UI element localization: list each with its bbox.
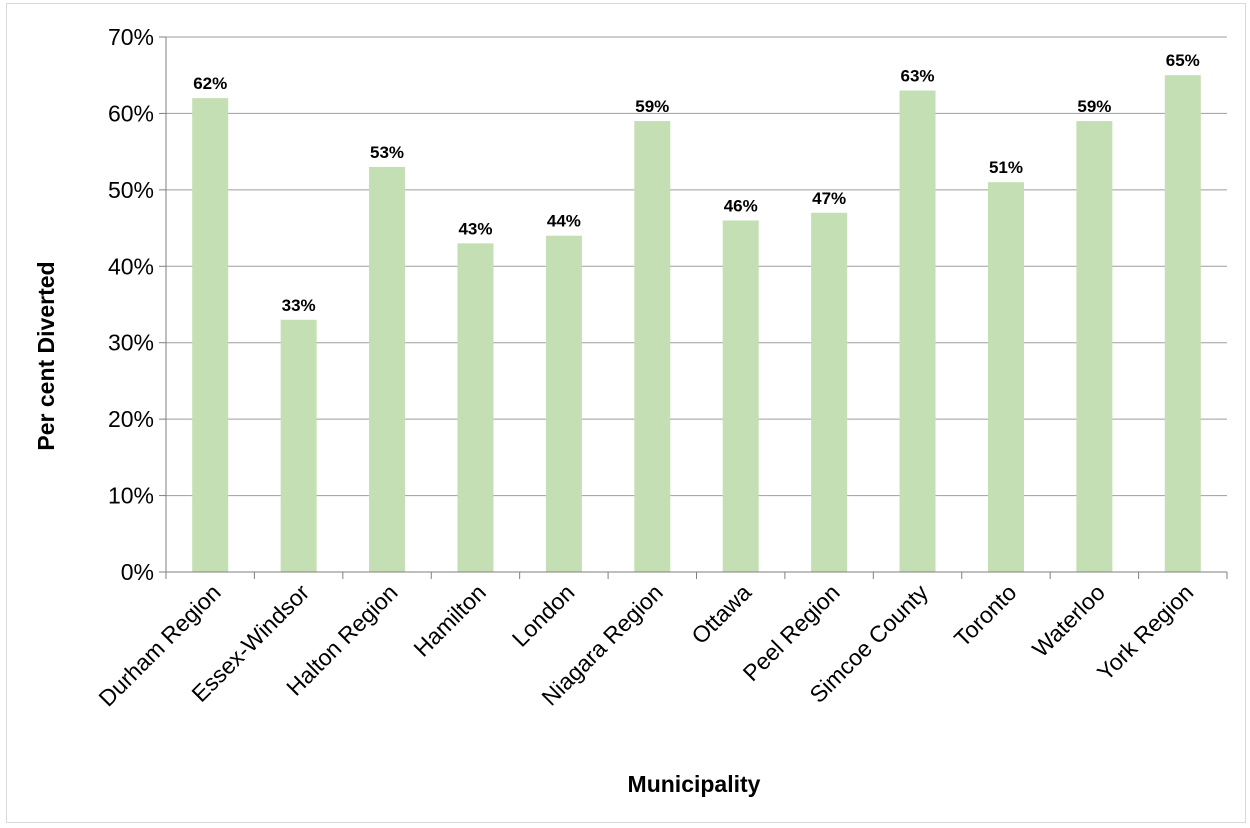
y-tick-label: 30%	[108, 330, 154, 356]
chart-frame: 0% 10% 20% 30% 40% 50% 60% 70% 62% Durham Region 3…	[6, 3, 1246, 823]
bar	[1076, 121, 1113, 573]
y-tick-label: 60%	[108, 100, 154, 126]
bar	[634, 121, 671, 573]
x-category-label: London	[507, 579, 580, 652]
x-category-label: Toronto	[949, 579, 1022, 652]
y-tick-label: 20%	[108, 406, 154, 432]
data-label: 33%	[282, 296, 316, 315]
data-label: 59%	[1077, 97, 1111, 116]
x-axis-title: Municipality	[628, 771, 761, 797]
data-label: 51%	[989, 158, 1023, 177]
data-label: 63%	[901, 67, 935, 86]
bar	[457, 243, 494, 572]
data-label: 46%	[724, 196, 758, 215]
x-category-label: Ottawa	[686, 579, 756, 649]
bar	[722, 220, 759, 572]
bar	[899, 90, 936, 572]
bar-chart: 0%10%20%30%40%50%60%70%62%Durham Region3…	[33, 24, 1228, 797]
y-tick-label: 40%	[108, 253, 154, 279]
data-label: 59%	[635, 97, 669, 116]
x-category-label: Hamilton	[408, 579, 491, 662]
x-category-label: York Region	[1092, 579, 1198, 685]
y-axis-title: Per cent Diverted	[33, 261, 59, 450]
bar	[192, 98, 229, 573]
data-label: 47%	[812, 189, 846, 208]
data-label: 53%	[370, 143, 404, 162]
data-label: 65%	[1166, 51, 1200, 70]
y-tick-label: 70%	[108, 24, 154, 50]
bar	[545, 235, 582, 572]
bar	[811, 212, 848, 573]
data-label: 62%	[193, 74, 227, 93]
gridlines	[166, 36, 1227, 497]
data-label: 44%	[547, 212, 581, 231]
data-label: 43%	[458, 219, 492, 238]
bar	[369, 166, 406, 572]
bar	[280, 319, 317, 572]
x-category-label: Waterloo	[1027, 579, 1110, 662]
bars	[192, 75, 1201, 573]
y-tick-label: 50%	[108, 177, 154, 203]
bar	[1164, 75, 1201, 572]
y-tick-label: 0%	[121, 559, 154, 585]
y-tick-label: 10%	[108, 483, 154, 509]
axes	[159, 36, 1228, 579]
bar	[987, 182, 1024, 572]
